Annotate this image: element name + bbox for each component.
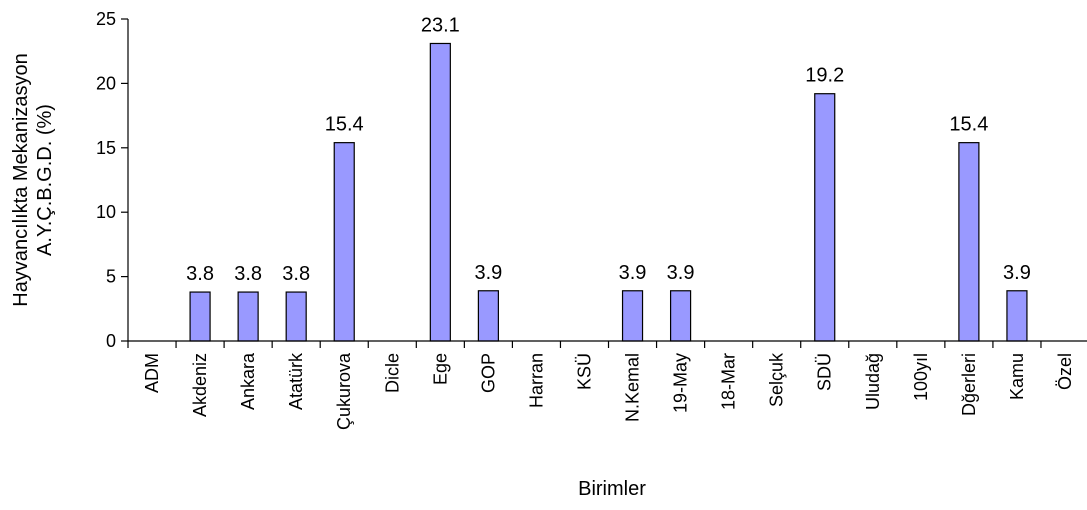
bar	[621, 290, 644, 342]
x-tick-label: ADM	[142, 353, 162, 393]
x-axis-title: Birimler	[578, 478, 646, 500]
x-tick-label: Kamu	[1007, 353, 1027, 400]
x-tick-label: Dğerleri	[959, 353, 979, 416]
y-tick-label: 5	[106, 267, 116, 287]
data-label: 3.8	[186, 263, 214, 285]
y-tick-label: 10	[96, 202, 116, 222]
bar	[958, 142, 980, 342]
x-tick-label: N.Kemal	[623, 353, 643, 422]
y-axis-title-line-1: Hayvancılıkta Mekanizasyon	[10, 53, 32, 306]
bar	[333, 142, 355, 342]
x-tick-label: 100yıl	[911, 353, 931, 401]
x-tick-label: Ege	[430, 353, 450, 385]
y-tick-label: 0	[106, 331, 116, 351]
y-axis-title: Hayvancılıkta Mekanizasyon A.Y.Ç.B.G.D. …	[10, 53, 56, 306]
bar	[285, 291, 307, 342]
data-label: 3.8	[234, 263, 262, 285]
y-axis-title-line-2: A.Y.Ç.B.G.D. (%)	[34, 104, 56, 256]
data-label: 3.9	[1003, 262, 1031, 284]
x-tick-label: Ankara	[238, 352, 258, 410]
bar	[429, 42, 451, 342]
x-tick-label: Harran	[526, 353, 546, 408]
x-tick-label: 18-Mar	[719, 353, 739, 410]
bar	[1006, 290, 1028, 342]
data-label: 15.4	[949, 114, 988, 136]
data-label: 15.4	[325, 114, 364, 136]
data-label: 3.9	[619, 262, 647, 284]
y-tick-label: 20	[96, 73, 116, 93]
axes-group: 0 5 10 15 20 25	[96, 9, 1087, 351]
x-tick-label: Uludağ	[863, 353, 883, 410]
x-tick-label: KSÜ	[574, 353, 594, 390]
x-tick-label: Dicle	[382, 353, 402, 393]
x-tick-label: Selçuk	[767, 352, 787, 407]
y-tick-label: 15	[96, 138, 116, 158]
x-tick-label: GOP	[478, 353, 498, 393]
data-label: 19.2	[805, 65, 844, 87]
data-label: 23.1	[421, 14, 460, 36]
x-tick-label: SDÜ	[815, 353, 835, 391]
x-tick-label: Özel	[1055, 353, 1075, 390]
bar	[189, 291, 211, 342]
data-label: 3.9	[667, 262, 695, 284]
data-label: 3.8	[282, 263, 310, 285]
x-tick-label: 19-May	[671, 353, 691, 413]
bar	[669, 290, 692, 342]
bar	[477, 290, 499, 342]
x-tick-label: Atatürk	[286, 352, 306, 410]
bar	[237, 291, 259, 342]
data-label: 3.9	[474, 262, 502, 284]
labels-group: ADM 3.8 Akdeniz 3.8 Ankara 3.8 Atatürk 15.4 Çuku…	[142, 14, 1075, 430]
bars-group	[189, 42, 1028, 342]
y-tick-label: 25	[96, 9, 116, 29]
bar	[814, 93, 836, 342]
x-tick-label: Akdeniz	[190, 353, 210, 417]
x-tick-label: Çukurova	[334, 352, 354, 430]
